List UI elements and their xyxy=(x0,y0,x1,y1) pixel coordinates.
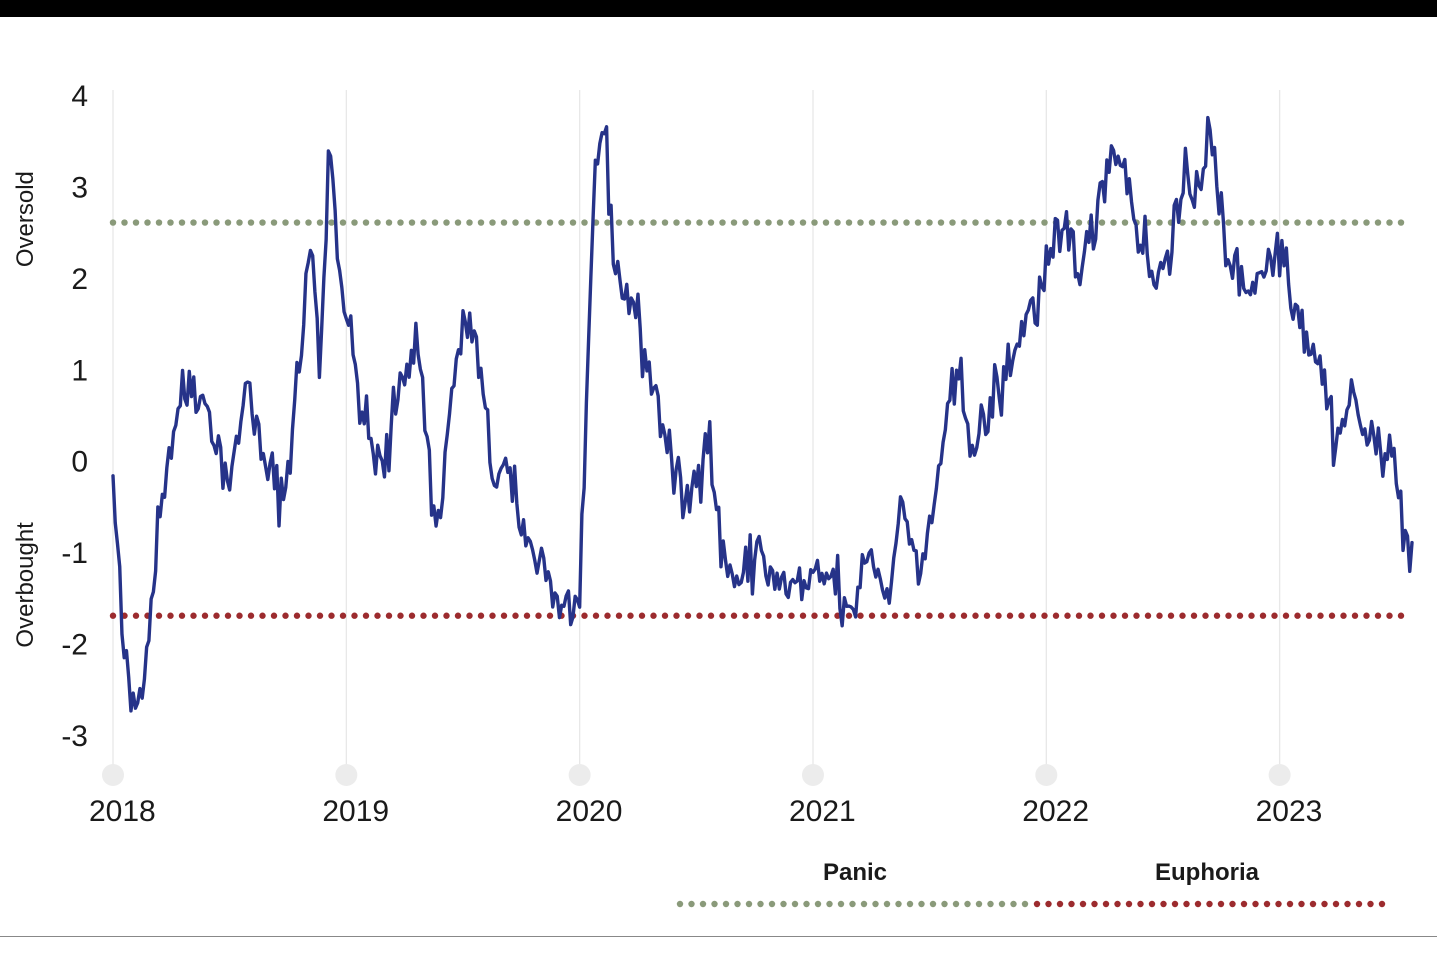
svg-text:2: 2 xyxy=(71,263,88,296)
svg-text:-1: -1 xyxy=(61,537,88,570)
svg-text:2020: 2020 xyxy=(556,795,623,828)
svg-text:2021: 2021 xyxy=(789,795,856,828)
svg-text:4: 4 xyxy=(71,80,88,113)
svg-text:2019: 2019 xyxy=(322,795,389,828)
svg-text:Panic: Panic xyxy=(823,859,887,886)
svg-text:0: 0 xyxy=(71,446,88,479)
svg-text:-3: -3 xyxy=(61,720,88,753)
svg-text:2018: 2018 xyxy=(89,795,156,828)
svg-text:3: 3 xyxy=(71,171,88,204)
svg-text:2022: 2022 xyxy=(1022,795,1089,828)
svg-text:1: 1 xyxy=(71,354,88,387)
svg-text:Euphoria: Euphoria xyxy=(1155,859,1260,886)
svg-text:2023: 2023 xyxy=(1256,795,1323,828)
svg-text:-2: -2 xyxy=(61,629,88,662)
svg-text:Overbought: Overbought xyxy=(12,522,39,648)
svg-text:Oversold: Oversold xyxy=(12,171,39,267)
